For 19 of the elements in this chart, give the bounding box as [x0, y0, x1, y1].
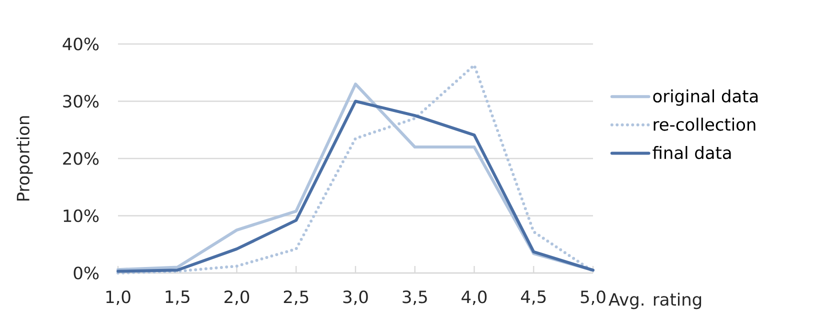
x-tick-label: 1,5 [166, 290, 190, 305]
x-axis-title: Avg. rating [608, 292, 702, 310]
y-tick-label: 40% [62, 38, 99, 50]
x-tick-label: 4,0 [462, 290, 487, 306]
legend-label: re-collection [654, 118, 756, 131]
y-tick-label: 20% [63, 152, 99, 165]
x-tick-label: 2,5 [284, 290, 308, 306]
legend-label: final data [652, 146, 731, 160]
y-tick-label: 10% [64, 209, 99, 222]
x-tick-label: 3,5 [402, 290, 427, 306]
y-tick-label: 30% [63, 94, 99, 108]
x-tick-label: 4,5 [520, 290, 546, 305]
x-tick-label: 3,0 [343, 290, 368, 306]
x-tick-label: 5,0 [580, 290, 606, 306]
x-tick-label: 2,0 [224, 290, 250, 306]
legend-label: original data [653, 89, 758, 106]
y-axis-title: Proportion [16, 116, 33, 201]
x-tick-label: 1,0 [106, 290, 130, 306]
y-tick-label: 0% [74, 266, 99, 280]
